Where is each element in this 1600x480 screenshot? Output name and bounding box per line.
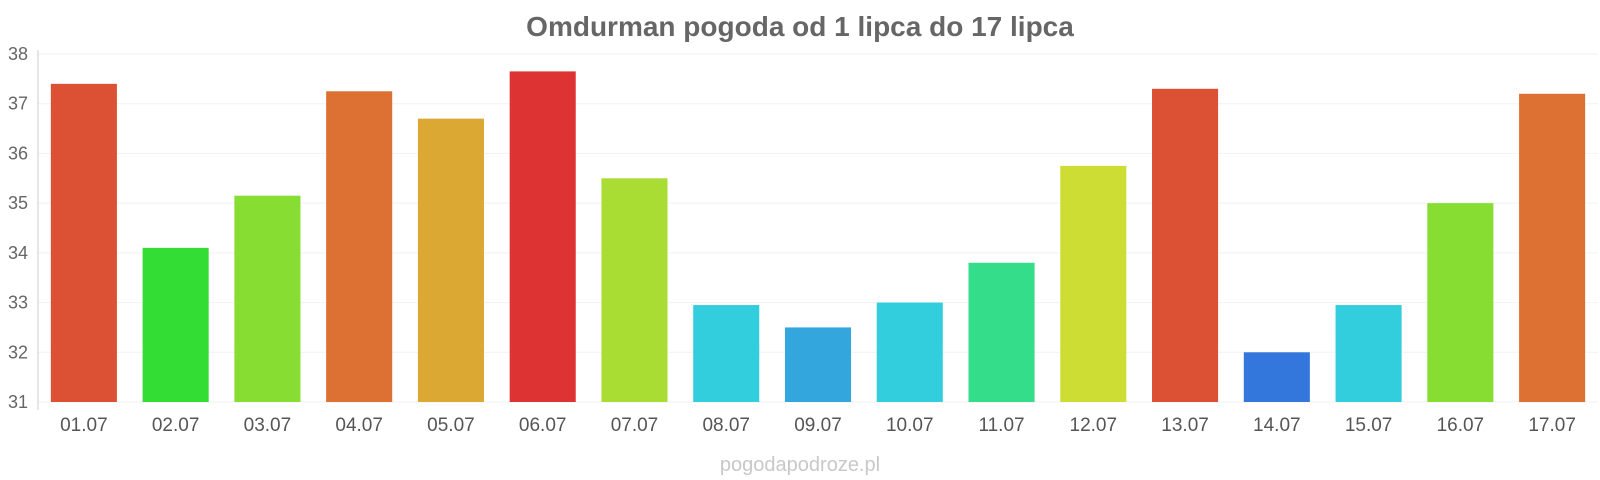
bar-12.07 bbox=[1060, 165, 1127, 402]
x-tick-label: 02.07 bbox=[152, 415, 200, 436]
watermark: pogodapodroze.pl bbox=[720, 454, 880, 476]
bar-16.07 bbox=[1427, 203, 1494, 402]
x-tick-label: 16.07 bbox=[1437, 415, 1485, 436]
y-tick-label: 33 bbox=[8, 293, 28, 313]
x-tick-label: 17.07 bbox=[1528, 415, 1576, 436]
x-tick-label: 15.07 bbox=[1345, 415, 1393, 436]
bar-10.07 bbox=[876, 302, 943, 402]
y-tick-label: 31 bbox=[8, 392, 28, 412]
bar-05.07 bbox=[417, 118, 484, 402]
y-tick-label: 36 bbox=[8, 143, 28, 163]
bars bbox=[50, 71, 1586, 403]
x-tick-label: 06.07 bbox=[519, 415, 567, 436]
bar-03.07 bbox=[234, 195, 301, 402]
y-tick-label: 32 bbox=[8, 342, 28, 362]
x-tick-label: 10.07 bbox=[886, 415, 934, 436]
bar-07.07 bbox=[601, 178, 668, 402]
y-tick-label: 35 bbox=[8, 193, 28, 213]
x-tick-label: 01.07 bbox=[60, 415, 108, 436]
x-tick-label: 04.07 bbox=[335, 415, 383, 436]
y-tick-label: 37 bbox=[8, 94, 28, 114]
x-tick-label: 09.07 bbox=[794, 415, 842, 436]
bar-09.07 bbox=[784, 327, 852, 402]
x-tick-label: 05.07 bbox=[427, 415, 475, 436]
bar-17.07 bbox=[1519, 93, 1586, 403]
bar-13.07 bbox=[1152, 88, 1219, 403]
x-tick-label: 08.07 bbox=[702, 415, 750, 436]
y-axis-ticks: 31 32 33 34 35 36 37 38 bbox=[8, 44, 28, 412]
x-tick-label: 03.07 bbox=[244, 415, 292, 436]
bar-02.07 bbox=[142, 247, 209, 402]
x-tick-label: 14.07 bbox=[1253, 415, 1301, 436]
bar-06.07 bbox=[509, 71, 576, 403]
bar-15.07 bbox=[1335, 305, 1402, 402]
x-axis-ticks: 01.07 02.07 03.07 04.07 05.07 06.07 07.07 08.07… bbox=[60, 415, 1576, 436]
bar-01.07 bbox=[50, 83, 117, 402]
bar-14.07 bbox=[1243, 352, 1310, 402]
y-tick-label: 38 bbox=[8, 44, 28, 64]
x-tick-label: 07.07 bbox=[611, 415, 659, 436]
bar-11.07 bbox=[968, 262, 1035, 402]
y-tick-label: 34 bbox=[8, 243, 28, 263]
x-tick-label: 11.07 bbox=[978, 415, 1024, 436]
chart-title: Omdurman pogoda od 1 lipca do 17 lipca bbox=[526, 11, 1074, 42]
bar-08.07 bbox=[693, 305, 760, 402]
x-tick-label: 13.07 bbox=[1161, 415, 1209, 436]
x-tick-label: 12.07 bbox=[1070, 415, 1118, 436]
bar-04.07 bbox=[326, 91, 393, 403]
